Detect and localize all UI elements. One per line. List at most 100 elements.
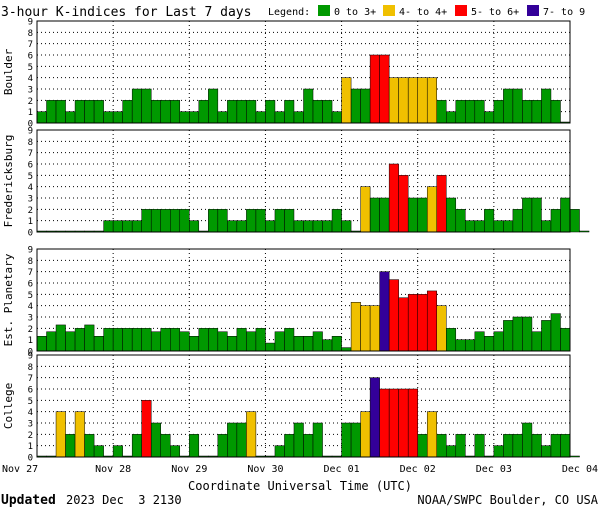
y-tick-label: 2 (28, 431, 33, 441)
k-index-bar (474, 220, 485, 233)
y-tick-label: 8 (28, 138, 33, 148)
k-index-bar (426, 186, 438, 233)
legend-text-purple: 7- to 9 (543, 7, 585, 18)
legend-swatch-red (455, 5, 467, 16)
k-index-bar (474, 331, 485, 352)
k-index-bar (379, 271, 390, 352)
y-tick-label: 4 (28, 408, 33, 418)
y-tick-label: 2 (28, 206, 33, 216)
k-index-bar (550, 209, 561, 233)
k-index-bar (55, 411, 66, 458)
k-index-bar (103, 328, 114, 352)
k-index-bar (503, 88, 514, 124)
k-index-bar (503, 320, 514, 352)
y-tick-label: 6 (28, 280, 33, 290)
station-label: Fredericksburg (2, 135, 15, 228)
x-tick-label: Dec 01 (324, 464, 360, 475)
k-index-bar (189, 220, 200, 233)
station-label: Est. Planetary (2, 253, 15, 346)
k-index-bar (208, 328, 219, 352)
k-index-bar (46, 331, 57, 352)
k-index-bar (198, 100, 209, 124)
panel: 0 123 456 789 Fredericksburg (2, 127, 590, 239)
x-tick-label: Nov 29 (171, 464, 207, 475)
panel-frame (36, 248, 571, 352)
k-index-bar (160, 100, 171, 124)
k-index-bar (569, 209, 580, 233)
y-tick-label: 7 (28, 268, 33, 278)
x-tick-label: Nov 30 (247, 464, 283, 475)
panels: 0123456789Boulder0123456789Fredericksbur… (2, 18, 590, 464)
k-index-bar (541, 220, 552, 233)
y-tick-label: 1 (28, 108, 33, 118)
k-index-bar (131, 220, 142, 233)
k-index-bar (560, 328, 571, 352)
x-tick-label: Dec 03 (476, 464, 512, 475)
updated-value: 2023 Dec 3 2130 (66, 493, 182, 507)
k-index-bar (255, 111, 266, 124)
k-index-bar (284, 328, 295, 352)
k-index-bar (322, 100, 333, 124)
k-index-bar (284, 434, 295, 458)
y-tick-label: 9 (28, 18, 33, 28)
k-index-bar (112, 328, 123, 352)
k-index-bar (417, 294, 428, 352)
y-tick-label: 1 (28, 442, 33, 452)
k-index-bar (179, 331, 190, 352)
k-index-bar (208, 88, 219, 124)
k-index-bar (369, 377, 380, 458)
k-index-bar (331, 209, 342, 233)
k-index-bar (493, 331, 504, 352)
k-index-bar (274, 331, 285, 352)
k-index-bar (198, 328, 209, 352)
k-index-bar (531, 434, 542, 458)
k-index-bar (93, 445, 104, 458)
y-tick-label: 8 (28, 29, 33, 39)
k-index-bar (93, 100, 104, 124)
k-index-bar (426, 77, 438, 124)
k-index-bar (65, 331, 76, 352)
k-index-bar (112, 111, 123, 124)
y-tick-label: 9 (28, 246, 33, 256)
y-tick-label: 6 (28, 52, 33, 62)
k-index-bar (369, 197, 380, 233)
k-index-bar (112, 220, 123, 233)
k-index-bar (446, 445, 457, 458)
k-index-bar (189, 111, 200, 124)
k-index-bar (170, 209, 181, 233)
k-index-bar (341, 347, 352, 352)
y-tick-label: 5 (28, 291, 33, 301)
k-index-bar (160, 434, 171, 458)
k-index-bar (550, 313, 561, 352)
k-index-bar (46, 100, 57, 124)
k-index-bar (160, 328, 171, 352)
k-index-bar (274, 111, 285, 124)
k-index-bar (150, 331, 161, 352)
k-index-bar (388, 279, 399, 352)
panel-frame (36, 129, 571, 233)
k-index-bar (341, 77, 352, 124)
k-index-bar (369, 305, 380, 352)
k-index-bar (265, 342, 276, 352)
legend-swatch-yellow (383, 5, 395, 16)
x-tick-label: Nov 27 (2, 464, 38, 475)
k-index-bar (36, 111, 47, 124)
k-index-bar (436, 305, 447, 352)
k-index-bar (122, 220, 133, 233)
k-index-bar (84, 434, 95, 458)
k-index-bar (455, 100, 466, 124)
k-index-bar (217, 111, 228, 124)
k-index-bar (312, 331, 323, 352)
k-index-bar (569, 455, 580, 458)
y-tick-label: 3 (28, 314, 33, 324)
k-index-bar (274, 445, 285, 458)
y-tick-label: 2 (28, 325, 33, 335)
k-index-bar (265, 100, 276, 124)
k-index-bar (217, 434, 228, 458)
k-index-bar (360, 305, 371, 352)
station-label: Boulder (2, 48, 15, 95)
panel-frame (36, 20, 571, 124)
k-index-bar (541, 88, 552, 124)
k-index-bar (74, 100, 85, 124)
legend-label: Legend: (268, 7, 310, 18)
